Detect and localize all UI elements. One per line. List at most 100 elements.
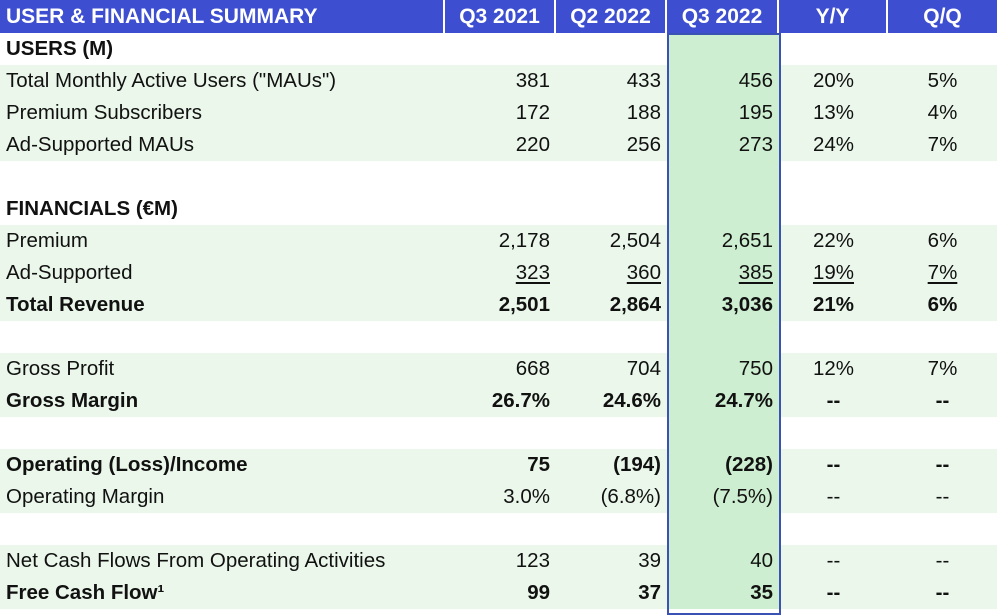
cell-q2-2022: 37 [556, 577, 667, 609]
cell-q2-2022: (6.8%) [556, 481, 667, 513]
cell-q3-2022: 750 [667, 353, 779, 385]
table-row-premium-subscribers: Premium Subscribers 172 188 195 13% 4% [0, 97, 997, 129]
table-row-net-cash-flows: Net Cash Flows From Operating Activities… [0, 545, 997, 577]
cell-q3-2021: 75 [445, 449, 556, 481]
row-label: Premium [0, 225, 445, 257]
cell-q3-2022: 24.7% [667, 385, 779, 417]
section-title-financials: FINANCIALS (€M) [0, 193, 445, 225]
cell-q2-2022: 704 [556, 353, 667, 385]
row-label: Free Cash Flow¹ [0, 577, 445, 609]
col-header-q2-2022: Q2 2022 [556, 0, 667, 33]
cell-q2-2022: 24.6% [556, 385, 667, 417]
cell-q3-2021: 381 [445, 65, 556, 97]
row-label: Ad-Supported [0, 257, 445, 289]
cell-qq: 6% [888, 225, 997, 257]
table-row-operating-income: Operating (Loss)/Income 75 (194) (228) -… [0, 449, 997, 481]
cell-yy: -- [779, 385, 888, 417]
section-row-financials: FINANCIALS (€M) [0, 193, 997, 225]
cell-qq: 7% [927, 261, 958, 284]
cell-qq: 7% [888, 129, 997, 161]
row-label: Total Monthly Active Users ("MAUs") [0, 65, 445, 97]
table-row-ad-supported-revenue: Ad-Supported 323 360 385 19% 7% [0, 257, 997, 289]
cell-yy: 21% [779, 289, 888, 321]
col-header-q3-2022: Q3 2022 [667, 0, 779, 33]
row-label: Total Revenue [0, 289, 445, 321]
cell-yy: 20% [779, 65, 888, 97]
table-title: USER & FINANCIAL SUMMARY [0, 0, 445, 33]
col-header-yy: Y/Y [779, 0, 888, 33]
col-header-q3-2021: Q3 2021 [445, 0, 556, 33]
cell-q3-2022: 35 [667, 577, 779, 609]
spacer-row [0, 513, 997, 545]
cell-q2-2022: 256 [556, 129, 667, 161]
cell-q3-2022: 40 [667, 545, 779, 577]
cell-q3-2021: 99 [445, 577, 556, 609]
cell-qq: 4% [888, 97, 997, 129]
cell-q2-2022: 2,864 [556, 289, 667, 321]
cell-q3-2022: 273 [667, 129, 779, 161]
cell-q3-2021: 123 [445, 545, 556, 577]
cell-q3-2022: 3,036 [667, 289, 779, 321]
cell-q3-2021: 26.7% [445, 385, 556, 417]
row-label: Gross Margin [0, 385, 445, 417]
cell-q2-2022: 360 [626, 261, 661, 284]
cell-q3-2021: 323 [515, 261, 550, 284]
cell-yy: 12% [779, 353, 888, 385]
cell-qq: -- [888, 577, 997, 609]
table-row-free-cash-flow: Free Cash Flow¹ 99 37 35 -- -- [0, 577, 997, 609]
table-row-mau: Total Monthly Active Users ("MAUs") 381 … [0, 65, 997, 97]
cell-q2-2022: (194) [556, 449, 667, 481]
cell-qq: -- [888, 481, 997, 513]
table-row-gross-profit: Gross Profit 668 704 750 12% 7% [0, 353, 997, 385]
cell-qq: 6% [888, 289, 997, 321]
cell-yy: 13% [779, 97, 888, 129]
cell-q3-2021: 172 [445, 97, 556, 129]
cell-q3-2021: 2,178 [445, 225, 556, 257]
cell-q3-2021: 3.0% [445, 481, 556, 513]
cell-qq: -- [888, 449, 997, 481]
header-row: USER & FINANCIAL SUMMARY Q3 2021 Q2 2022… [0, 0, 997, 33]
cell-q3-2022: 2,651 [667, 225, 779, 257]
row-label: Premium Subscribers [0, 97, 445, 129]
cell-yy: -- [779, 481, 888, 513]
row-label: Ad-Supported MAUs [0, 129, 445, 161]
table-row-operating-margin: Operating Margin 3.0% (6.8%) (7.5%) -- -… [0, 481, 997, 513]
row-label: Net Cash Flows From Operating Activities [0, 545, 445, 577]
cell-qq: 7% [888, 353, 997, 385]
cell-qq: -- [888, 545, 997, 577]
cell-q2-2022: 39 [556, 545, 667, 577]
cell-q3-2022: 385 [738, 261, 773, 284]
row-label: Operating (Loss)/Income [0, 449, 445, 481]
cell-yy: -- [779, 545, 888, 577]
cell-q2-2022: 188 [556, 97, 667, 129]
row-label: Operating Margin [0, 481, 445, 513]
section-title-users: USERS (M) [0, 33, 445, 65]
cell-q2-2022: 2,504 [556, 225, 667, 257]
cell-yy: -- [779, 449, 888, 481]
cell-q3-2022: (7.5%) [667, 481, 779, 513]
cell-qq: -- [888, 385, 997, 417]
cell-q3-2021: 220 [445, 129, 556, 161]
cell-q3-2021: 2,501 [445, 289, 556, 321]
cell-yy: -- [779, 577, 888, 609]
table-row-premium-revenue: Premium 2,178 2,504 2,651 22% 6% [0, 225, 997, 257]
spacer-row [0, 161, 997, 193]
cell-q3-2021: 668 [445, 353, 556, 385]
row-label: Gross Profit [0, 353, 445, 385]
cell-q3-2022: 195 [667, 97, 779, 129]
table-row-ad-supported-maus: Ad-Supported MAUs 220 256 273 24% 7% [0, 129, 997, 161]
section-row-users: USERS (M) [0, 33, 997, 65]
col-header-qq: Q/Q [888, 0, 997, 33]
spacer-row [0, 417, 997, 449]
cell-yy: 24% [779, 129, 888, 161]
cell-q3-2022: (228) [667, 449, 779, 481]
table-row-gross-margin: Gross Margin 26.7% 24.6% 24.7% -- -- [0, 385, 997, 417]
cell-yy: 19% [812, 261, 855, 284]
table-row-total-revenue: Total Revenue 2,501 2,864 3,036 21% 6% [0, 289, 997, 321]
cell-q3-2022: 456 [667, 65, 779, 97]
cell-yy: 22% [779, 225, 888, 257]
spacer-row [0, 321, 997, 353]
cell-qq: 5% [888, 65, 997, 97]
cell-q2-2022: 433 [556, 65, 667, 97]
